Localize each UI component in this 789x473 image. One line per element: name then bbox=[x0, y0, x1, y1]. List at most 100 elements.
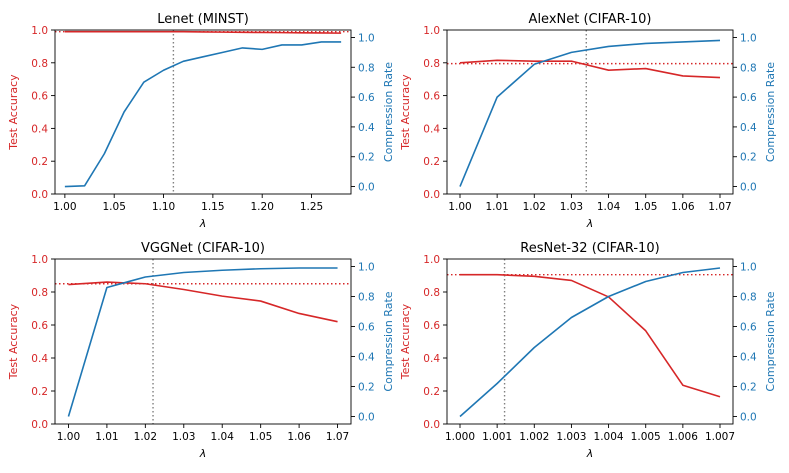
y-right-tick-label: 0.8 bbox=[358, 292, 375, 304]
x-tick-label: 1.004 bbox=[594, 431, 624, 443]
plot-frame bbox=[54, 258, 352, 425]
y-left-tick-label: 0.2 bbox=[31, 386, 48, 398]
plot-frame bbox=[54, 29, 352, 195]
y-left-tick-label: 0.4 bbox=[31, 353, 48, 365]
x-tick-label: 1.15 bbox=[201, 201, 224, 213]
compression-series-line bbox=[459, 267, 721, 418]
panel-title: VGGNet (CIFAR-10) bbox=[141, 241, 265, 256]
y-axis-label-left: Test Accuracy bbox=[399, 74, 412, 151]
x-tick-label: 1.25 bbox=[300, 201, 323, 213]
y-left-tick-label: 0.0 bbox=[423, 189, 440, 201]
plot-frame bbox=[446, 29, 734, 195]
panel-title: ResNet-32 (CIFAR-10) bbox=[520, 241, 659, 256]
x-axis-label: λ bbox=[586, 217, 594, 230]
y-left-tick-label: 0.8 bbox=[423, 58, 440, 70]
y-right-tick-label: 0.8 bbox=[358, 62, 375, 74]
x-tick-label: 1.006 bbox=[668, 431, 698, 443]
y-right-tick-label: 0.4 bbox=[740, 122, 757, 134]
x-tick-label: 1.06 bbox=[287, 431, 311, 443]
panel-title: Lenet (MINST) bbox=[157, 12, 249, 27]
y-right-tick-label: 0.2 bbox=[358, 382, 375, 394]
y-left-tick-label: 0.4 bbox=[31, 123, 48, 135]
x-tick-label: 1.00 bbox=[53, 201, 76, 213]
y-right-tick-label: 0.6 bbox=[740, 322, 757, 334]
x-tick-label: 1.07 bbox=[708, 201, 731, 213]
y-right-tick-label: 0.4 bbox=[358, 352, 375, 364]
panel-vggnet: VGGNet (CIFAR-10) λ Test Accuracy Compre… bbox=[7, 241, 395, 460]
x-tick-label: 1.05 bbox=[249, 431, 272, 443]
y-axis-label-right: Compression Rate bbox=[382, 62, 395, 162]
y-right-tick-label: 1.0 bbox=[740, 262, 757, 274]
panel-resnet32: ResNet-32 (CIFAR-10) λ Test Accuracy Com… bbox=[399, 241, 777, 460]
x-tick-label: 1.03 bbox=[172, 431, 195, 443]
y-left-tick-label: 0.6 bbox=[423, 320, 440, 332]
y-left-tick-label: 0.6 bbox=[423, 91, 440, 103]
y-right-tick-label: 0.4 bbox=[740, 352, 757, 364]
x-tick-label: 1.01 bbox=[485, 201, 508, 213]
panel-lenet: Lenet (MINST) λ Test Accuracy Compressio… bbox=[7, 12, 395, 230]
x-tick-label: 1.007 bbox=[705, 431, 735, 443]
compression-series-line bbox=[64, 41, 342, 188]
x-tick-label: 1.06 bbox=[671, 201, 695, 213]
x-tick-label: 1.00 bbox=[57, 431, 80, 443]
y-left-tick-label: 1.0 bbox=[31, 25, 48, 37]
y-axis-label-right: Compression Rate bbox=[382, 291, 395, 391]
x-tick-label: 1.001 bbox=[482, 431, 512, 443]
y-left-tick-label: 0.8 bbox=[31, 58, 48, 70]
y-right-tick-label: 0.0 bbox=[358, 412, 375, 424]
x-tick-label: 1.005 bbox=[631, 431, 661, 443]
y-axis-label-right: Compression Rate bbox=[764, 62, 777, 162]
x-tick-label: 1.02 bbox=[523, 201, 546, 213]
y-left-tick-label: 1.0 bbox=[423, 254, 440, 266]
x-axis-label: λ bbox=[199, 447, 207, 460]
y-right-tick-label: 0.6 bbox=[358, 92, 375, 104]
y-right-tick-label: 0.4 bbox=[358, 122, 375, 134]
panel-title: AlexNet (CIFAR-10) bbox=[529, 12, 652, 27]
y-right-tick-label: 0.8 bbox=[740, 62, 757, 74]
compression-series-line bbox=[459, 39, 721, 187]
x-tick-label: 1.01 bbox=[95, 431, 118, 443]
x-tick-label: 1.02 bbox=[134, 431, 157, 443]
x-tick-label: 1.20 bbox=[251, 201, 274, 213]
y-right-tick-label: 1.0 bbox=[740, 32, 757, 44]
x-axis-label: λ bbox=[199, 217, 207, 230]
y-left-tick-label: 0.6 bbox=[31, 320, 48, 332]
y-axis-label-left: Test Accuracy bbox=[399, 303, 412, 380]
y-right-tick-label: 0.0 bbox=[740, 412, 757, 424]
y-left-tick-label: 0.0 bbox=[31, 419, 48, 431]
y-axis-label-left: Test Accuracy bbox=[7, 303, 20, 380]
y-left-tick-label: 0.8 bbox=[31, 287, 48, 299]
y-left-tick-label: 0.2 bbox=[31, 156, 48, 168]
y-right-tick-label: 1.0 bbox=[358, 262, 375, 274]
x-tick-label: 1.002 bbox=[519, 431, 549, 443]
x-tick-label: 1.05 bbox=[634, 201, 657, 213]
x-tick-label: 1.05 bbox=[103, 201, 126, 213]
x-tick-label: 1.003 bbox=[556, 431, 586, 443]
x-tick-label: 1.03 bbox=[560, 201, 583, 213]
accuracy-series-line bbox=[64, 30, 342, 34]
accuracy-series-line bbox=[68, 281, 338, 323]
plot-frame bbox=[446, 258, 734, 425]
x-tick-label: 1.00 bbox=[448, 201, 471, 213]
y-right-tick-label: 0.2 bbox=[740, 152, 757, 164]
y-right-tick-label: 0.8 bbox=[740, 292, 757, 304]
compression-series-line bbox=[67, 267, 338, 417]
y-right-tick-label: 0.6 bbox=[740, 92, 757, 104]
y-right-tick-label: 0.0 bbox=[740, 182, 757, 194]
x-tick-label: 1.04 bbox=[211, 431, 235, 443]
y-left-tick-label: 1.0 bbox=[31, 254, 48, 266]
y-left-tick-label: 0.4 bbox=[423, 353, 440, 365]
accuracy-series-line bbox=[460, 273, 721, 398]
y-left-tick-label: 0.2 bbox=[423, 386, 440, 398]
y-left-tick-label: 0.0 bbox=[423, 419, 440, 431]
y-left-tick-label: 0.4 bbox=[423, 123, 440, 135]
y-right-tick-label: 0.6 bbox=[358, 322, 375, 334]
x-tick-label: 1.04 bbox=[597, 201, 621, 213]
x-tick-label: 1.07 bbox=[326, 431, 349, 443]
y-left-tick-label: 0.6 bbox=[31, 91, 48, 103]
y-axis-label-right: Compression Rate bbox=[764, 291, 777, 391]
x-axis-label: λ bbox=[586, 447, 594, 460]
x-tick-label: 1.10 bbox=[152, 201, 175, 213]
y-left-tick-label: 0.8 bbox=[423, 287, 440, 299]
